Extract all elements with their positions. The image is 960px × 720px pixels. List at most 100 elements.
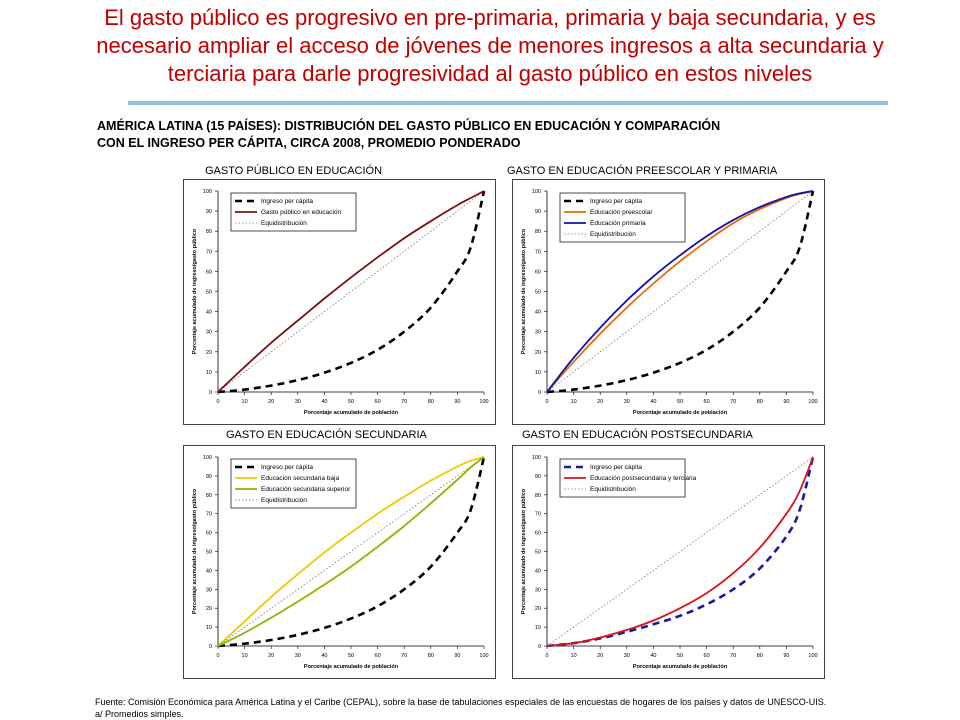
y-tick-label: 0 bbox=[209, 390, 212, 396]
legend-label: Educación primaria bbox=[590, 220, 646, 227]
y-tick-label: 100 bbox=[532, 455, 541, 461]
x-axis-label: Porcentaje acumulado de población bbox=[633, 410, 728, 416]
y-tick-label: 0 bbox=[538, 390, 541, 396]
chart-panel-gasto-educacion: 00 10 10 20 20 30 30 40 40 50 50 60 60 70 70 80 80 90 90 10… bbox=[183, 179, 496, 425]
series-line-educaci-n-postsecundaria-y-terciaria bbox=[546, 456, 814, 647]
legend-label: Equidistribución bbox=[590, 486, 636, 493]
x-tick-label: 20 bbox=[597, 399, 603, 405]
x-tick-label: 60 bbox=[375, 653, 381, 659]
footnote-source: Fuente: Comisión Económica para América … bbox=[95, 697, 827, 707]
y-tick-label: 10 bbox=[535, 370, 541, 376]
x-tick-label: 80 bbox=[428, 399, 434, 405]
legend-label: Equidistribución bbox=[590, 231, 636, 238]
y-axis-label: Porcentaje acumulado de ingreso/gasto pú… bbox=[192, 488, 198, 614]
x-tick-label: 80 bbox=[428, 653, 434, 659]
x-tick-label: 80 bbox=[757, 399, 763, 405]
x-tick-label: 70 bbox=[401, 399, 407, 405]
series-line-ingreso-per-c-pita bbox=[217, 190, 486, 394]
panel-title-1: GASTO PÚBLICO EN EDUCACIÓN bbox=[205, 165, 383, 177]
x-tick-label: 10 bbox=[571, 399, 577, 405]
x-tick-label: 20 bbox=[597, 653, 603, 659]
chart-panel-preescolar-primaria: 00 10 10 20 20 30 30 40 40 50 50 60 60 70 70 80 80 90 90 10… bbox=[512, 179, 825, 425]
series-line-educaci-n-secundaria-superior bbox=[217, 456, 485, 647]
x-tick-label: 40 bbox=[321, 399, 327, 405]
x-axis-label: Porcentaje acumulado de población bbox=[304, 664, 399, 670]
y-tick-label: 50 bbox=[535, 290, 541, 296]
y-tick-label: 80 bbox=[206, 229, 212, 235]
x-tick-label: 20 bbox=[268, 399, 274, 405]
footnote-note: a/ Promedios simples. bbox=[95, 709, 184, 719]
x-tick-label: 30 bbox=[295, 653, 301, 659]
x-tick-label: 60 bbox=[704, 653, 710, 659]
y-tick-label: 80 bbox=[206, 493, 212, 499]
y-tick-label: 0 bbox=[209, 644, 212, 650]
slide-title: El gasto público es progresivo en pre-pr… bbox=[40, 4, 940, 88]
y-tick-label: 30 bbox=[206, 330, 212, 336]
series-line-equidistribuci-n bbox=[217, 456, 485, 647]
y-tick-label: 10 bbox=[535, 625, 541, 631]
x-tick-label: 70 bbox=[401, 653, 407, 659]
x-tick-label: 50 bbox=[677, 653, 683, 659]
x-tick-label: 10 bbox=[242, 653, 248, 659]
legend-label: Educación postsecundaria y terciaria bbox=[590, 475, 697, 482]
title-line-3: terciaria para darle progresividad al ga… bbox=[167, 61, 813, 86]
y-tick-label: 90 bbox=[206, 209, 212, 215]
x-tick-label: 60 bbox=[704, 399, 710, 405]
y-tick-label: 20 bbox=[206, 606, 212, 612]
series-line-equidistribuci-n bbox=[546, 190, 814, 393]
y-tick-label: 70 bbox=[535, 512, 541, 518]
y-tick-label: 50 bbox=[206, 550, 212, 556]
y-tick-label: 30 bbox=[206, 587, 212, 593]
panel-title-4: GASTO EN EDUCACIÓN POSTSECUNDARIA bbox=[522, 429, 753, 441]
x-tick-label: 90 bbox=[454, 653, 460, 659]
x-tick-label: 30 bbox=[295, 399, 301, 405]
legend-label: Equidistribución bbox=[261, 220, 307, 227]
y-tick-label: 10 bbox=[206, 370, 212, 376]
y-tick-label: 90 bbox=[535, 474, 541, 480]
x-tick-label: 0 bbox=[545, 399, 548, 405]
x-tick-label: 10 bbox=[242, 399, 248, 405]
footnote: Fuente: Comisión Económica para América … bbox=[95, 696, 826, 720]
x-tick-label: 0 bbox=[216, 653, 219, 659]
series-line-equidistribuci-n bbox=[217, 190, 485, 393]
x-axis-label: Porcentaje acumulado de población bbox=[633, 664, 728, 670]
series-line-educaci-n-primaria bbox=[546, 190, 814, 393]
y-axis-label: Porcentaje acumulado de ingreso/gasto pú… bbox=[521, 228, 527, 354]
y-tick-label: 50 bbox=[535, 550, 541, 556]
x-tick-label: 100 bbox=[479, 399, 488, 405]
x-tick-label: 90 bbox=[783, 653, 789, 659]
x-tick-label: 50 bbox=[348, 399, 354, 405]
y-tick-label: 10 bbox=[206, 625, 212, 631]
series-line-ingreso-per-c-pita bbox=[217, 456, 486, 648]
y-tick-label: 40 bbox=[206, 310, 212, 316]
y-tick-label: 20 bbox=[206, 350, 212, 356]
x-tick-label: 90 bbox=[454, 399, 460, 405]
title-line-1: El gasto público es progresivo en pre-pr… bbox=[104, 5, 876, 30]
legend-label: Educación secundaria superior bbox=[261, 486, 351, 493]
x-axis-label: Porcentaje acumulado de población bbox=[304, 410, 399, 416]
legend-label: Ingreso per cápita bbox=[590, 464, 642, 471]
x-tick-label: 20 bbox=[268, 653, 274, 659]
x-tick-label: 80 bbox=[757, 653, 763, 659]
y-tick-label: 70 bbox=[535, 249, 541, 255]
y-tick-label: 40 bbox=[535, 310, 541, 316]
chart-panel-secundaria: 00 10 10 20 20 30 30 40 40 50 50 60 60 70 70 80 80 90 90 10… bbox=[183, 445, 496, 679]
x-tick-label: 40 bbox=[650, 653, 656, 659]
legend-label: Gasto público en educación bbox=[261, 209, 342, 216]
y-tick-label: 20 bbox=[535, 606, 541, 612]
y-tick-label: 60 bbox=[206, 531, 212, 537]
x-tick-label: 30 bbox=[624, 653, 630, 659]
series-line-educaci-n-secundaria-baja bbox=[217, 456, 485, 647]
y-tick-label: 90 bbox=[206, 474, 212, 480]
y-tick-label: 70 bbox=[206, 249, 212, 255]
y-tick-label: 80 bbox=[535, 229, 541, 235]
x-tick-label: 40 bbox=[321, 653, 327, 659]
x-tick-label: 0 bbox=[216, 399, 219, 405]
panel-title-3: GASTO EN EDUCACIÓN SECUNDARIA bbox=[226, 429, 427, 441]
y-tick-label: 20 bbox=[535, 350, 541, 356]
legend-label: Educación secundaria baja bbox=[261, 475, 339, 482]
x-tick-label: 100 bbox=[808, 399, 817, 405]
legend-label: Equidistribución bbox=[261, 497, 307, 504]
x-tick-label: 70 bbox=[730, 399, 736, 405]
x-tick-label: 0 bbox=[545, 653, 548, 659]
